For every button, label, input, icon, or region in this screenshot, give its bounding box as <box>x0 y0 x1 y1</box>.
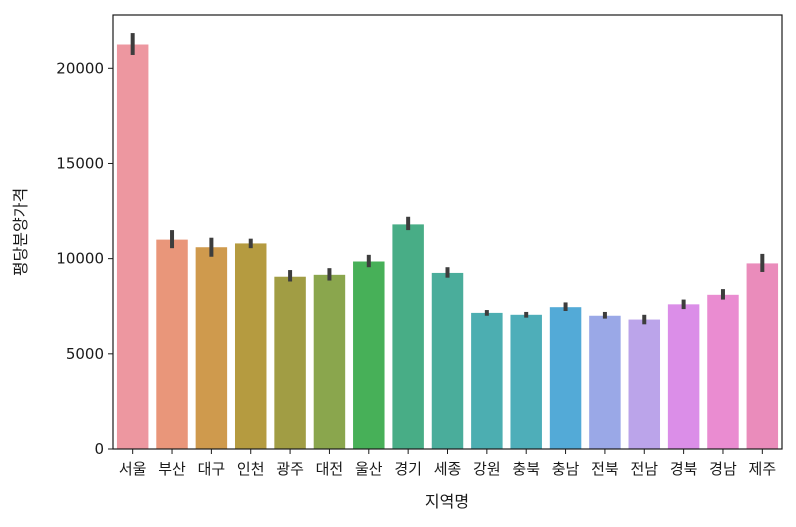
y-axis-label: 평당분양가격 <box>11 188 30 276</box>
x-tick-label-11: 충북 <box>512 460 540 478</box>
x-tick-label-6: 대전 <box>316 460 344 478</box>
x-tick-label-16: 경남 <box>709 460 737 478</box>
x-tick-label-3: 대구 <box>198 460 226 478</box>
bar-1 <box>116 44 149 449</box>
x-tick-label-7: 울산 <box>355 460 383 478</box>
x-tick-label-13: 전북 <box>591 460 619 478</box>
y-tick-label-3: 10000 <box>56 250 104 268</box>
bar-12 <box>549 307 582 449</box>
x-tick-label-10: 강원 <box>473 460 501 478</box>
error-bars-group <box>130 33 765 325</box>
y-tick-label-5: 20000 <box>56 59 104 77</box>
x-tick-label-5: 광주 <box>276 460 304 478</box>
x-tick-label-15: 경북 <box>670 460 698 478</box>
x-tick-label-4: 인천 <box>237 460 265 478</box>
y-tick-label-2: 5000 <box>66 345 104 363</box>
bars-group <box>116 44 779 449</box>
bar-8 <box>392 224 424 449</box>
bar-7 <box>353 261 385 449</box>
bar-6 <box>313 274 346 449</box>
bar-3 <box>195 247 228 449</box>
bar-4 <box>234 243 267 449</box>
bar-16 <box>707 294 739 449</box>
y-tick-label-1: 0 <box>94 440 104 458</box>
x-axis: 서울 부산 대구 인천 광주 대전 울산 경기 세종 강원 충북 충남 전북 전남 경북 경남 제주 <box>119 449 776 478</box>
bar-2 <box>156 239 188 449</box>
x-tick-label-12: 충남 <box>552 460 580 478</box>
bar-17 <box>746 263 779 449</box>
bar-10 <box>471 312 503 449</box>
bar-9 <box>431 272 464 449</box>
x-tick-label-8: 경기 <box>394 460 422 478</box>
bar-13 <box>589 315 621 449</box>
y-axis: 0 5000 10000 15000 20000 <box>56 59 113 458</box>
x-tick-label-17: 제주 <box>749 460 777 478</box>
bar-11 <box>510 314 542 449</box>
x-tick-label-2: 부산 <box>158 460 186 478</box>
x-axis-label: 지역명 <box>425 492 469 511</box>
y-tick-label-4: 15000 <box>56 154 104 172</box>
bar-14 <box>628 319 661 449</box>
bar-15 <box>667 304 700 449</box>
bar-5 <box>274 276 306 449</box>
x-tick-label-14: 전남 <box>630 460 658 478</box>
x-tick-label-1: 서울 <box>119 460 147 478</box>
x-tick-label-9: 세종 <box>434 460 462 478</box>
